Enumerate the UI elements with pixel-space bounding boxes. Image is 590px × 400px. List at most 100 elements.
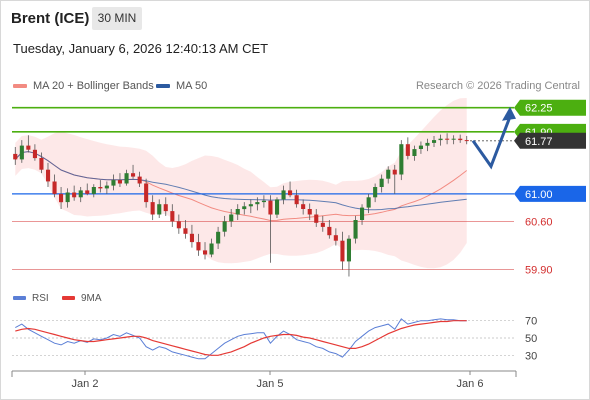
candle — [203, 242, 208, 260]
candle-body — [26, 145, 31, 150]
candle — [104, 181, 109, 194]
candle — [248, 199, 253, 214]
candle-body — [373, 187, 378, 198]
candle-body — [281, 190, 286, 200]
candle-body — [39, 158, 44, 170]
time-tick-label: Jan 6 — [457, 378, 484, 390]
candle-body — [405, 144, 410, 156]
candle-body — [294, 195, 299, 205]
time-tick-label: Jan 5 — [257, 378, 284, 390]
candle — [176, 214, 181, 234]
price-tag-label: 61.00 — [525, 189, 553, 201]
candle — [137, 171, 142, 187]
candle — [98, 180, 103, 193]
candle-body — [301, 204, 306, 209]
price-tag-resistance: 62.25 — [514, 99, 586, 116]
candle-body — [176, 221, 181, 229]
rsi-level-label: 30 — [525, 350, 537, 362]
candle — [222, 215, 227, 237]
candle — [301, 199, 306, 215]
rsi-swatch — [13, 296, 26, 301]
candle-body — [59, 193, 64, 203]
ma20-swatch — [13, 84, 27, 89]
rsi-level-label: 50 — [525, 333, 537, 345]
candle-body — [248, 204, 253, 207]
candle-body — [235, 209, 240, 215]
candle-body — [209, 243, 214, 255]
time-axis: Jan 2 Jan 5 Jan 6 — [11, 370, 517, 390]
candle-body — [203, 250, 208, 255]
forecast-arrow — [471, 106, 516, 170]
candle-body — [268, 200, 273, 215]
candle-body — [445, 138, 450, 140]
candle — [255, 197, 260, 211]
forecast-path — [471, 116, 512, 170]
candle — [46, 162, 51, 187]
candle-body — [150, 202, 155, 215]
candle — [281, 185, 286, 205]
candle — [157, 199, 162, 218]
candle — [405, 137, 410, 160]
research-credit: Research © 2026 Trading Central — [415, 80, 580, 92]
candle — [412, 145, 417, 161]
candle-body — [189, 233, 194, 243]
candle — [131, 164, 136, 179]
candle — [314, 209, 319, 227]
candle — [464, 135, 469, 145]
candle-body — [157, 204, 162, 215]
candle — [144, 178, 149, 208]
candle — [117, 173, 122, 187]
candle-body — [19, 145, 24, 160]
candle-body — [91, 187, 96, 194]
candle-body — [379, 178, 384, 187]
candle-body — [360, 207, 365, 220]
candle — [320, 215, 325, 232]
candle — [216, 226, 221, 249]
candle — [307, 203, 312, 221]
ma50-line — [14, 151, 467, 211]
rsi-line — [15, 318, 467, 360]
candle-body — [451, 138, 456, 140]
price-tag-support: 60.60 — [525, 216, 553, 228]
candle — [229, 209, 234, 227]
candle — [32, 144, 37, 161]
candle-body — [65, 192, 70, 203]
candle — [275, 197, 280, 218]
candle-body — [52, 181, 57, 194]
chart-datetime: Tuesday, January 6, 2026 12:40:13 AM CET — [13, 41, 269, 56]
candle-body — [111, 180, 116, 186]
candle-body — [131, 173, 136, 177]
candle-body — [229, 214, 234, 222]
candle-body — [242, 206, 247, 210]
candle — [163, 197, 168, 216]
candle — [294, 189, 299, 208]
ma50-label: MA 50 — [176, 80, 208, 92]
candle-body — [340, 240, 345, 262]
ma9-line — [15, 320, 467, 356]
legend-ma50: MA 50 — [156, 80, 207, 92]
price-tag-box — [514, 185, 586, 202]
candle-body — [346, 238, 351, 262]
ma9-label: 9MA — [81, 293, 102, 304]
price-tag-label: 62.25 — [525, 103, 553, 115]
candle — [13, 146, 18, 165]
instrument-title: Brent (ICE) — [11, 10, 90, 27]
candle — [261, 195, 266, 208]
candle — [451, 135, 456, 145]
legend-rsi: RSI — [13, 293, 49, 304]
candle-body — [386, 169, 391, 179]
candle — [373, 183, 378, 203]
candle-body — [458, 138, 463, 141]
timeframe-button[interactable]: 30 MIN — [92, 7, 142, 30]
candle-body — [85, 190, 90, 194]
candle — [65, 188, 70, 208]
candle — [425, 138, 430, 152]
candle — [209, 238, 214, 258]
legend-ma9: 9MA — [62, 293, 102, 304]
candles — [13, 133, 469, 277]
candle-body — [13, 153, 18, 160]
candle — [386, 166, 391, 184]
candle-body — [438, 138, 443, 141]
